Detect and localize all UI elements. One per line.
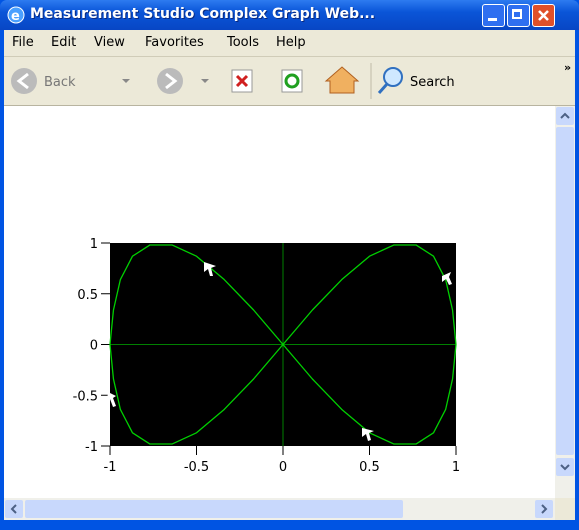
search-label[interactable]: Search [410, 75, 455, 90]
y-tick-label: 0.5 [77, 288, 98, 303]
y-tick-label: -1 [85, 440, 98, 455]
menu-bar: File Edit View Favorites Tools Help [4, 30, 575, 57]
minimize-button[interactable] [482, 4, 505, 27]
y-tick-label: 0 [90, 339, 98, 354]
svg-text:»: » [564, 61, 571, 74]
curve [109, 244, 457, 445]
x-tick-label: 0 [279, 460, 287, 475]
y-tick-label: 1 [90, 237, 98, 252]
scroll-down[interactable] [556, 458, 574, 476]
home-button[interactable] [324, 66, 360, 94]
menu-item[interactable]: Edit [51, 35, 77, 50]
menu-item[interactable]: View [94, 35, 125, 50]
x-tick-label: -0.5 [184, 460, 209, 475]
toolbar: Back Search » [4, 57, 575, 106]
toolbar-icons: Back Search » [11, 61, 571, 99]
size-grip [555, 498, 575, 520]
x-tick-label: 0.5 [359, 460, 380, 475]
scroll-right[interactable] [535, 500, 553, 518]
menu-item[interactable]: File [12, 35, 34, 50]
scroll-thumb[interactable] [25, 500, 403, 518]
complex-graph: -1 -0.5 0 0.5 1 -1 -0.5 0 0.5 1 [73, 237, 461, 475]
svg-text:e: e [11, 9, 20, 24]
cursors [107, 262, 452, 441]
forward-button[interactable] [157, 68, 183, 94]
search-button[interactable] [383, 67, 403, 87]
vertical-scrollbar[interactable] [555, 106, 575, 498]
menu-item[interactable]: Help [276, 35, 306, 50]
close-button[interactable] [532, 4, 555, 27]
menu-item[interactable]: Favorites [145, 35, 204, 50]
ie-icon: e [7, 6, 25, 24]
scroll-left[interactable] [5, 500, 23, 518]
title-bar: e Measurement Studio Complex Graph Web..… [0, 0, 579, 30]
scroll-up[interactable] [556, 107, 574, 125]
page-content: -1 -0.5 0 0.5 1 -1 -0.5 0 0.5 1 [4, 106, 555, 498]
back-label[interactable]: Back [44, 75, 76, 90]
menu-item[interactable]: Tools [227, 35, 260, 50]
x-tick-label: -1 [104, 460, 117, 475]
scroll-thumb[interactable] [556, 127, 574, 455]
x-tick-label: 1 [452, 460, 460, 475]
y-tick-label: -0.5 [73, 389, 98, 404]
horizontal-scrollbar[interactable] [4, 498, 555, 520]
back-button[interactable] [11, 68, 37, 94]
maximize-button[interactable] [507, 4, 530, 27]
window-title: Measurement Studio Complex Graph Web... [30, 6, 376, 22]
